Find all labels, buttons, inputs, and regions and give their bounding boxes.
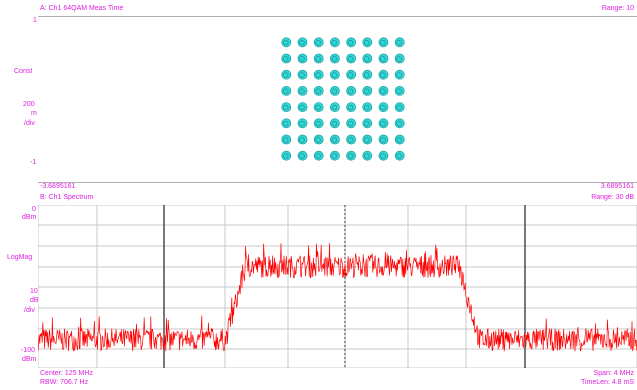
constellation-point [394,37,405,48]
constellation-point [281,53,292,64]
constellation-point [346,86,356,96]
trace-b-ref-value[interactable]: 0 [32,206,36,213]
constellation-point [297,86,308,96]
trace-a-y-format[interactable]: Const [14,68,33,75]
constellation-point [297,118,308,129]
constellation-point [297,53,308,64]
constellation-point [378,86,389,96]
constellation-point [394,53,405,64]
constellation-point [378,150,389,161]
constellation-point [329,69,340,80]
trace-b-title[interactable]: B: Ch1 Spectrum [40,194,94,201]
constellation-point [313,53,324,64]
constellation-point [346,118,356,129]
constellation-point [281,102,292,112]
trace-b-rbw[interactable]: RBW: 706.7 Hz [40,379,89,386]
spectrum-svg [37,204,637,369]
trace-b-scale-value[interactable]: 10 [30,288,38,295]
constellation-point [362,86,373,96]
constellation-point [329,86,340,96]
trace-a-y-top: 1 [33,17,37,24]
constellation-point [329,118,340,129]
constellation-point [362,150,373,161]
constellation-point [346,37,356,48]
trace-a-title[interactable]: A: Ch1 64QAM Meas Time [40,5,124,12]
constellation-point [281,86,292,96]
constellation-svg [281,37,405,161]
constellation-point [297,134,308,145]
trace-a-range[interactable]: Range: 10 [601,5,634,12]
constellation-point [313,69,324,80]
constellation-point [281,37,292,48]
trace-b-center[interactable]: Center: 125 MHz [40,370,93,377]
trace-a-scale-value[interactable]: 200 [23,101,35,108]
constellation-point [362,69,373,80]
constellation-plot[interactable] [38,16,637,183]
constellation-point [297,69,308,80]
constellation-point [346,69,356,80]
constellation-point [378,134,389,145]
spectrum-trace [37,243,637,352]
constellation-point [281,118,292,129]
trace-b-ref-unit: dBm [22,214,37,221]
trace-a-scale-unit: m [31,110,37,117]
constellation-point [394,134,405,145]
constellation-point [313,134,324,145]
constellation-point [394,150,405,161]
trace-b-y-format[interactable]: LogMag [7,254,33,261]
constellation-point [378,37,389,48]
constellation-point [313,102,324,112]
constellation-point [329,150,340,161]
trace-b-bottom-value[interactable]: -100 [21,347,36,354]
trace-b-timelen[interactable]: TimeLen: 4.8 mS [580,379,634,386]
trace-b-scale-div: /div [24,307,35,314]
constellation-point [378,102,389,112]
constellation-point [346,150,356,161]
constellation-point [297,37,308,48]
constellation-point [346,102,356,112]
constellation-point [329,102,340,112]
constellation-point [281,69,292,80]
constellation-point [329,53,340,64]
constellation-point [394,118,405,129]
constellation-point [394,86,405,96]
constellation-point [362,118,373,129]
constellation-point [329,37,340,48]
constellation-point [362,37,373,48]
constellation-point [329,134,340,145]
constellation-point [362,134,373,145]
trace-b-bottom-unit: dBm [22,356,37,363]
constellation-point [297,102,308,112]
trace-b-range[interactable]: Range: 30 dB [591,194,634,201]
trace-a-x-right: 3.6895161 [600,183,634,190]
constellation-point [313,150,324,161]
constellation-point [346,53,356,64]
constellation-point [346,134,356,145]
constellation-point [378,53,389,64]
constellation-point [313,86,324,96]
constellation-point [394,69,405,80]
constellation-point [313,118,324,129]
trace-b-span[interactable]: Span: 4 MHz [593,370,634,377]
spectrum-plot[interactable] [37,204,637,369]
constellation-point [378,118,389,129]
constellation-point [297,150,308,161]
constellation-point [378,69,389,80]
trace-a-scale-div: /div [24,120,35,127]
constellation-point [394,102,405,112]
constellation-point [362,53,373,64]
trace-b-scale-unit: dB [30,297,39,304]
trace-a-y-bottom: -1 [30,159,37,166]
constellation-point [281,134,292,145]
constellation-point [362,102,373,112]
trace-a-x-left: -3.6895161 [40,183,76,190]
constellation-point [313,37,324,48]
constellation-point [281,150,292,161]
